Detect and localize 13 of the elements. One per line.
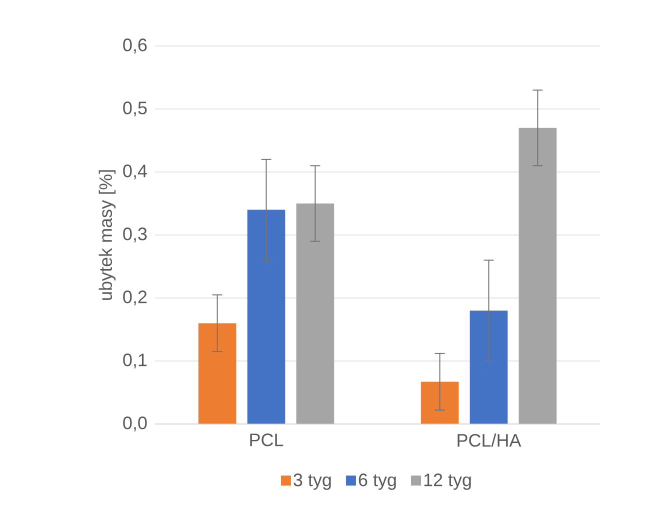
y-tick-label: 0,4 — [123, 164, 147, 180]
x-tick-label: PCL/HA — [458, 434, 522, 447]
y-tick-label: 0,1 — [123, 354, 147, 368]
x-tick-label: PCL — [250, 434, 284, 446]
legend-label: 6 tyg — [358, 474, 396, 490]
y-tick-label: 0,6 — [123, 38, 147, 54]
y-tick-label: 0,2 — [123, 290, 147, 306]
legend-label: 12 tyg — [424, 474, 471, 490]
y-tick-label: 0,3 — [123, 228, 147, 242]
legend-label: 3 tyg — [294, 474, 331, 490]
y-tick-label: 0,5 — [123, 102, 147, 116]
y-axis-title: ubytek masy [%] — [98, 170, 116, 300]
y-tick-label: 0,0 — [123, 416, 147, 432]
